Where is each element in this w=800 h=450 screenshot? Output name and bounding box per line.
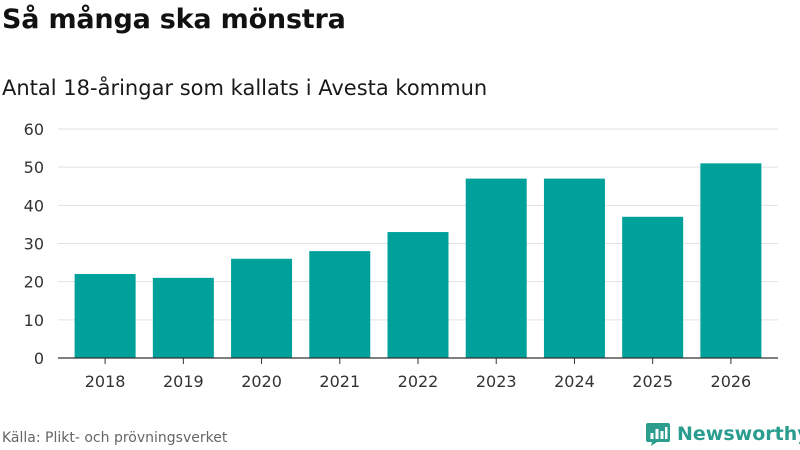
x-tick-label: 2021 — [319, 372, 360, 391]
y-tick-label: 60 — [24, 120, 44, 139]
bar-2023 — [465, 178, 527, 358]
bar-2022 — [387, 232, 449, 358]
y-tick-label: 0 — [34, 349, 44, 368]
x-tick-label: 2020 — [241, 372, 282, 391]
y-tick-label: 10 — [24, 311, 44, 330]
y-tick-label: 50 — [24, 158, 44, 177]
bar-2025 — [622, 216, 684, 358]
y-tick-label: 20 — [24, 273, 44, 292]
x-tick-label: 2022 — [398, 372, 439, 391]
chart-title: Så många ska mönstra — [2, 4, 346, 35]
source-note: Källa: Plikt- och prövningsverket — [2, 430, 228, 446]
bar-2026 — [700, 163, 762, 358]
chart-subtitle: Antal 18-åringar som kallats i Avesta ko… — [2, 76, 488, 100]
y-tick-label: 40 — [24, 196, 44, 215]
bar-2019 — [152, 277, 214, 358]
brand-name: Newsworthy — [677, 423, 800, 445]
bar-2020 — [231, 258, 293, 358]
bar-2018 — [74, 274, 136, 358]
bar-2021 — [309, 251, 371, 358]
brand-logo[interactable]: Newsworthy — [645, 420, 800, 448]
x-tick-label: 2026 — [711, 372, 752, 391]
bar-2024 — [543, 178, 605, 358]
x-tick-label: 2018 — [85, 372, 126, 391]
x-tick-label: 2019 — [163, 372, 204, 391]
bar-chart: 0 10 20 30 40 50 60 2018 2019 2020 2021 2022 2023 202… — [24, 120, 778, 391]
x-tick-label: 2024 — [554, 372, 595, 391]
x-tick-label: 2025 — [632, 372, 673, 391]
y-tick-label: 30 — [24, 235, 44, 254]
x-tick-label: 2023 — [476, 372, 517, 391]
bar-chart-logo-icon — [646, 423, 670, 446]
